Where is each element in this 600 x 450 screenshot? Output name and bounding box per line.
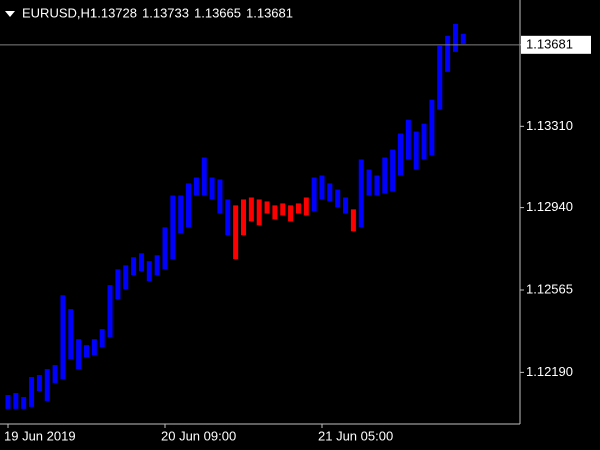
bar — [413, 131, 419, 170]
bar — [193, 177, 199, 196]
bar — [437, 45, 443, 110]
bar — [421, 123, 427, 160]
bar — [366, 169, 372, 196]
bar — [107, 285, 113, 338]
bar — [460, 33, 466, 44]
bar — [343, 197, 349, 214]
bar — [36, 375, 42, 392]
symbol: EURUSD,H1 — [22, 5, 97, 20]
ohlc-value: 1.13681 — [246, 5, 293, 20]
bar — [303, 197, 309, 216]
bar — [99, 329, 105, 348]
bar — [186, 183, 192, 228]
bar — [452, 23, 458, 52]
bar — [248, 197, 254, 222]
bar — [311, 177, 317, 212]
x-tick-label: 19 Jun 2019 — [4, 428, 76, 443]
bar — [44, 369, 50, 401]
ohlc-value: 1.13665 — [194, 5, 241, 20]
bar — [209, 177, 215, 200]
bar — [170, 195, 176, 260]
bar — [178, 195, 184, 234]
bar — [5, 395, 11, 409]
bar — [382, 157, 388, 194]
bar — [319, 175, 325, 200]
bar — [115, 269, 121, 300]
menu-triangle[interactable] — [5, 11, 15, 17]
bar — [350, 209, 356, 232]
bar — [429, 99, 435, 156]
bar — [60, 295, 66, 379]
bar — [146, 261, 152, 282]
y-tick-label: 1.13310 — [526, 118, 573, 133]
y-tick-label: 1.12940 — [526, 199, 573, 214]
bar — [29, 376, 35, 407]
bar — [256, 199, 262, 226]
bar — [52, 365, 58, 383]
bar — [21, 396, 27, 409]
bar — [445, 35, 451, 72]
bar — [272, 205, 278, 220]
bar — [84, 345, 89, 357]
bar — [335, 189, 341, 208]
ohlc-value: 1.13733 — [142, 5, 189, 20]
bar — [138, 253, 144, 272]
bar — [233, 205, 239, 260]
bar — [76, 339, 82, 370]
y-tick-label: 1.12565 — [526, 281, 573, 296]
x-tick-label: 20 Jun 09:00 — [161, 428, 236, 443]
bar — [68, 309, 74, 359]
bar — [358, 159, 364, 228]
bar — [398, 133, 403, 176]
bar — [217, 179, 223, 214]
last-price-box — [521, 35, 591, 54]
ohlc-value: 1.13728 — [90, 5, 137, 20]
bar — [327, 183, 333, 202]
bar — [288, 205, 294, 222]
y-tick-label: 1.12190 — [526, 364, 573, 379]
bar — [91, 339, 97, 356]
bar — [225, 199, 231, 236]
bar — [13, 393, 19, 409]
bar — [390, 149, 396, 192]
bar — [280, 203, 286, 216]
bar — [162, 227, 168, 270]
bar — [264, 201, 270, 214]
bar — [295, 203, 301, 214]
bar — [241, 199, 246, 236]
bar — [374, 175, 380, 196]
bar — [201, 157, 207, 196]
bar — [154, 255, 160, 276]
last-price-label: 1.13681 — [526, 36, 573, 51]
x-tick-label: 21 Jun 05:00 — [318, 428, 393, 443]
bar — [405, 119, 411, 160]
bar — [123, 265, 129, 290]
bar — [131, 257, 137, 276]
